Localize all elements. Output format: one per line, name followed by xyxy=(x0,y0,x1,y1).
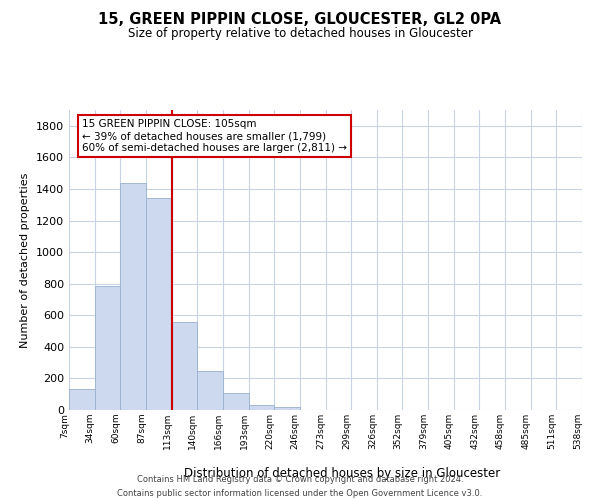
Text: 15 GREEN PIPPIN CLOSE: 105sqm
← 39% of detached houses are smaller (1,799)
60% o: 15 GREEN PIPPIN CLOSE: 105sqm ← 39% of d… xyxy=(82,120,347,152)
Bar xyxy=(121,182,146,410)
Text: Contains HM Land Registry data © Crown copyright and database right 2024.
Contai: Contains HM Land Registry data © Crown c… xyxy=(118,476,482,498)
Bar xyxy=(172,322,197,410)
Text: 15, GREEN PIPPIN CLOSE, GLOUCESTER, GL2 0PA: 15, GREEN PIPPIN CLOSE, GLOUCESTER, GL2 … xyxy=(98,12,502,28)
Bar xyxy=(274,406,300,410)
Bar xyxy=(248,406,274,410)
Text: Distribution of detached houses by size in Gloucester: Distribution of detached houses by size … xyxy=(184,467,500,480)
Bar xyxy=(146,198,172,410)
Text: Size of property relative to detached houses in Gloucester: Size of property relative to detached ho… xyxy=(128,28,473,40)
Y-axis label: Number of detached properties: Number of detached properties xyxy=(20,172,31,348)
Bar xyxy=(95,286,121,410)
Bar xyxy=(223,393,248,410)
Bar xyxy=(197,370,223,410)
Bar xyxy=(69,390,95,410)
